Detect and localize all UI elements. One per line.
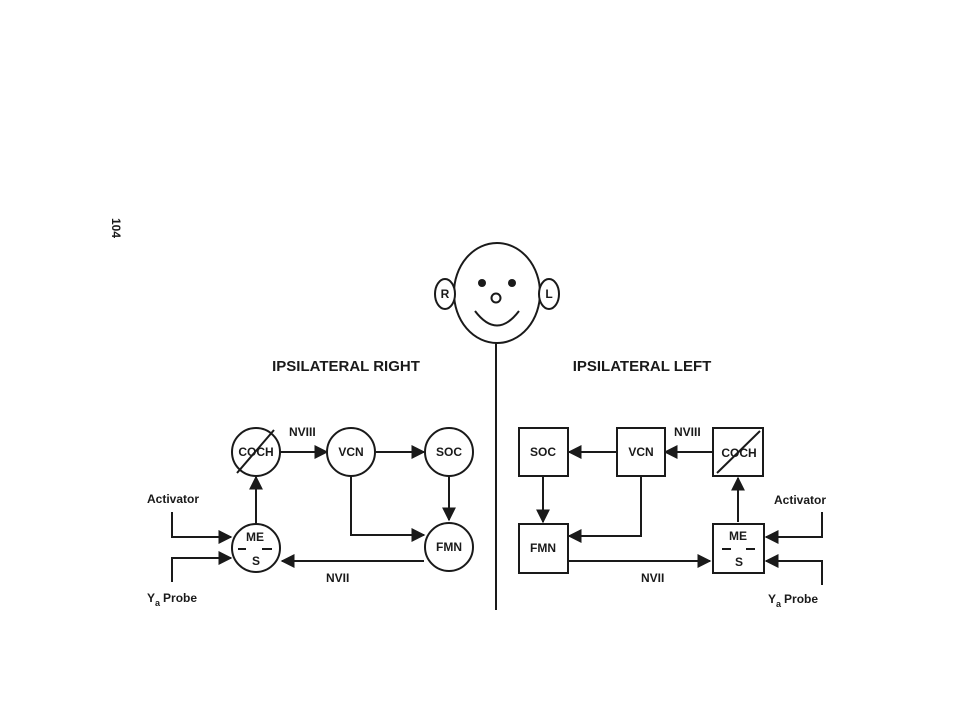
left-ear-label: L — [545, 287, 552, 301]
right-s-label: S — [252, 554, 260, 568]
right-eye — [478, 279, 486, 287]
left-nviii-label: NVIII — [674, 425, 701, 439]
left-ear — [538, 278, 560, 310]
left-probe-arrow — [764, 554, 823, 585]
left-eye — [508, 279, 516, 287]
left-probe-label: Ya Probe — [768, 592, 818, 609]
page-number: 104 — [109, 218, 123, 238]
left-activator-label: Activator — [774, 493, 826, 507]
left-vcn-label: VCN — [628, 445, 653, 459]
left-fmn-label: FMN — [530, 541, 556, 555]
right-probe-arrow — [171, 551, 233, 582]
right-fmn-node — [424, 522, 474, 572]
right-probe-label: Ya Probe — [147, 591, 197, 608]
left-coch-label: COCH — [721, 446, 756, 460]
right-activator-label: Activator — [147, 492, 199, 506]
right-me-node — [231, 523, 281, 573]
left-me-node — [712, 523, 765, 574]
left-vcn-node — [616, 427, 666, 477]
nose — [490, 292, 502, 304]
left-me-label: ME — [729, 529, 747, 543]
left-vcn-to-fmn — [567, 477, 642, 543]
right-ear-label: R — [441, 287, 450, 301]
right-coch-label: COCH — [238, 445, 273, 459]
left-fmn-node — [518, 523, 569, 574]
right-vcn-to-fmn — [350, 476, 426, 542]
left-nvii-label: NVII — [641, 571, 664, 585]
face-icon — [434, 242, 560, 344]
right-coch-slash — [236, 429, 275, 474]
right-fmn-label: FMN — [436, 540, 462, 554]
right-soc-node — [424, 427, 474, 477]
right-heading: IPSILATERAL RIGHT — [272, 358, 420, 375]
right-soc-label: SOC — [436, 445, 462, 459]
right-vcn-node — [326, 427, 376, 477]
left-soc-node — [518, 427, 569, 477]
right-me-label: ME — [246, 530, 264, 544]
left-coch-slash — [716, 430, 761, 474]
mouth — [474, 310, 520, 327]
right-vcn-label: VCN — [338, 445, 363, 459]
right-activator-arrow — [171, 512, 233, 544]
left-activator-arrow — [764, 512, 823, 544]
left-s-label: S — [735, 555, 743, 569]
right-nviii-label: NVIII — [289, 425, 316, 439]
left-soc-label: SOC — [530, 445, 556, 459]
left-heading: IPSILATERAL LEFT — [573, 358, 712, 375]
right-nvii-label: NVII — [326, 571, 349, 585]
right-ear — [434, 278, 456, 310]
